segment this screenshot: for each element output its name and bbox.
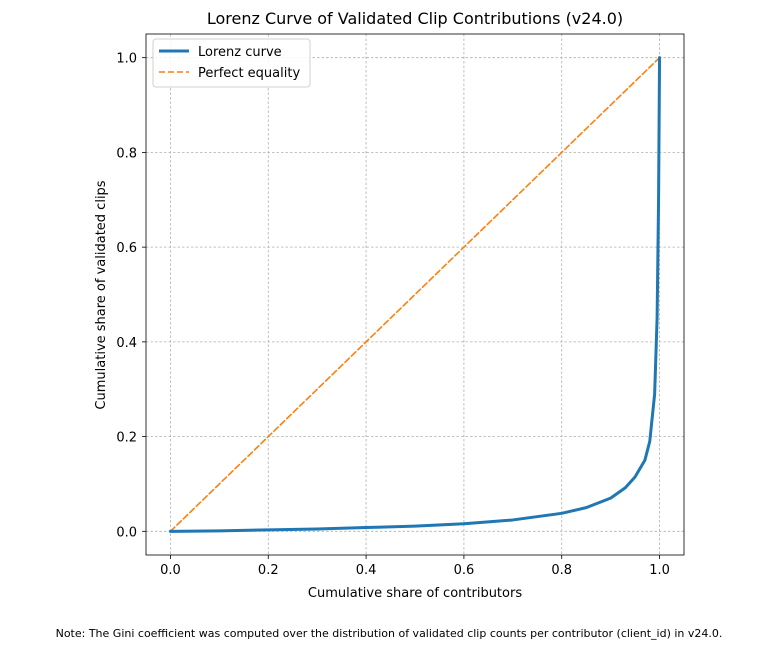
y-tick-label: 1.0 <box>116 52 137 67</box>
lorenz-curve-line <box>168 56 662 533</box>
x-tick-label: 0.6 <box>454 563 475 578</box>
legend-label-lorenz: Lorenz curve <box>198 45 282 60</box>
y-tick-label: 0.8 <box>116 146 137 161</box>
y-tick-label: 0.6 <box>116 241 137 256</box>
perfect-equality-line <box>169 56 661 533</box>
x-tick-label: 1.0 <box>649 563 670 578</box>
legend-box <box>152 38 311 88</box>
y-tick-label: 0.0 <box>116 525 137 540</box>
x-tick-label: 0.8 <box>551 563 572 578</box>
x-tick-label: 0.0 <box>160 563 181 578</box>
legend: Lorenz curve Perfect equality <box>152 38 311 88</box>
legend-label-equality: Perfect equality <box>198 66 300 81</box>
x-axis-label: Cumulative share of contributors <box>308 586 522 601</box>
x-tick-label: 0.2 <box>258 563 279 578</box>
series-layer <box>168 56 662 533</box>
chart-title: Lorenz Curve of Validated Clip Contribut… <box>207 9 623 28</box>
x-tick-label: 0.4 <box>356 563 377 578</box>
y-axis-label: Cumulative share of validated clips <box>94 180 109 409</box>
plot-area-frame <box>145 33 685 556</box>
y-tick-label: 0.4 <box>116 336 137 351</box>
ticks-layer: 0.0 0.2 0.4 0.6 0.8 1.0 0.0 0.2 0.4 0.6 0.8 1.0 <box>116 52 670 578</box>
y-tick-label: 0.2 <box>116 431 137 446</box>
footnote: Note: The Gini coefficient was computed … <box>56 627 723 640</box>
